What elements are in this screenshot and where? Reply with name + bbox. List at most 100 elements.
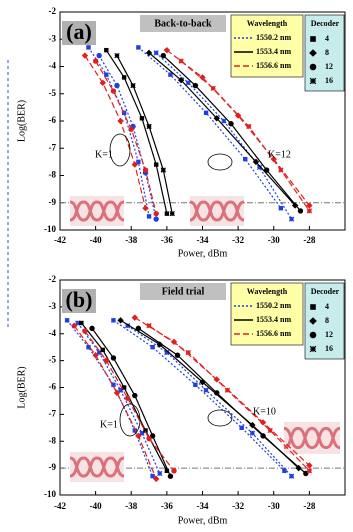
y-tick-label: -6 — [49, 115, 57, 125]
annotation-ellipse — [208, 410, 232, 426]
marker-square — [79, 321, 83, 325]
panel-label: (b) — [66, 287, 93, 312]
y-tick-label: -5 — [49, 355, 57, 365]
marker-circle — [228, 121, 233, 126]
marker-circle — [193, 83, 198, 88]
marker-square — [122, 75, 126, 79]
legend-label: 4 — [325, 34, 329, 43]
y-tick-label: -2 — [49, 6, 57, 16]
legend-label: 12 — [325, 330, 333, 339]
y-tick-label: -5 — [49, 88, 57, 98]
y-tick-label: -10 — [44, 224, 56, 234]
marker-star — [310, 346, 316, 352]
marker-circle — [175, 353, 180, 358]
marker-square — [193, 383, 197, 387]
annotation: K=12 — [268, 149, 291, 160]
marker-circle — [132, 393, 137, 398]
marker-circle — [89, 326, 94, 331]
marker-square — [104, 72, 108, 76]
legend-label: 1556.6 nm — [256, 329, 291, 338]
marker-square — [282, 469, 286, 473]
marker-circle — [143, 167, 148, 172]
x-tick-label: -28 — [303, 501, 315, 511]
marker-star — [307, 209, 311, 213]
legend-label: 1553.4 nm — [256, 315, 291, 324]
marker-circle — [129, 126, 134, 131]
marker-star — [154, 51, 158, 55]
x-tick-label: -34 — [197, 235, 209, 245]
marker-star — [211, 86, 215, 90]
x-axis-label: Power, dBm — [178, 248, 228, 259]
marker-square — [310, 36, 316, 42]
y-tick-label: -9 — [49, 197, 57, 207]
marker-square — [204, 111, 208, 115]
marker-square — [150, 345, 154, 349]
y-tick-label: -2 — [49, 274, 57, 284]
x-tick-label: -30 — [268, 501, 280, 511]
legend-label: 12 — [325, 62, 333, 71]
legend-label: 1556.6 nm — [256, 61, 291, 70]
y-tick-label: -8 — [49, 170, 57, 180]
marker-circle — [111, 88, 116, 93]
series-line — [85, 56, 146, 209]
legend-label: 1550.2 nm — [256, 33, 291, 42]
marker-star — [307, 469, 311, 473]
y-axis-label: Log(BER) — [16, 100, 27, 142]
annotation: K=1 — [95, 149, 113, 160]
legend-title: Decoder — [311, 287, 340, 296]
series-line — [138, 328, 305, 473]
marker-square — [111, 318, 115, 322]
marker-circle — [171, 468, 176, 473]
legend-label: 1550.2 nm — [256, 301, 291, 310]
marker-circle — [168, 473, 173, 478]
marker-diamond — [117, 118, 123, 124]
x-tick-label: -36 — [161, 235, 173, 245]
marker-square — [104, 48, 108, 52]
marker-star — [186, 81, 190, 85]
x-axis-label: Power, dBm — [178, 515, 228, 526]
x-tick-label: -34 — [197, 501, 209, 511]
annotation: K=1 — [100, 419, 118, 430]
marker-square — [279, 206, 283, 210]
marker-circle — [93, 58, 98, 63]
marker-square — [243, 157, 247, 161]
x-tick-label: -38 — [125, 235, 137, 245]
x-tick-label: -40 — [90, 235, 102, 245]
marker-circle — [310, 332, 317, 339]
marker-star — [247, 124, 251, 128]
marker-star — [289, 474, 293, 478]
chart-title: Back-to-back — [154, 18, 212, 29]
marker-star — [158, 471, 162, 475]
legend-label: 8 — [325, 316, 329, 325]
annotation: K=10 — [253, 406, 276, 417]
x-tick-label: -42 — [54, 501, 66, 511]
marker-circle — [104, 358, 109, 363]
marker-diamond — [117, 317, 123, 323]
marker-star — [170, 211, 174, 215]
marker-square — [140, 116, 144, 120]
marker-square — [101, 348, 105, 352]
figure: -2-3-4-5-6-7-8-9-10-42-40-38-36-34-32-30… — [0, 0, 353, 532]
marker-circle — [146, 436, 151, 441]
marker-star — [222, 119, 226, 123]
marker-circle — [111, 355, 116, 360]
marker-square — [147, 214, 151, 218]
x-tick-label: -36 — [161, 501, 173, 511]
panel-label: (a) — [66, 19, 92, 44]
marker-circle — [153, 211, 158, 216]
marker-square — [86, 345, 90, 349]
legend-label: 16 — [325, 344, 333, 353]
y-tick-label: -6 — [49, 382, 57, 392]
marker-star — [131, 83, 135, 87]
x-tick-label: -40 — [90, 501, 102, 511]
y-tick-label: -7 — [49, 142, 57, 152]
marker-circle — [82, 328, 87, 333]
annotation-ellipse — [110, 134, 130, 166]
marker-square — [154, 162, 158, 166]
x-tick-label: -32 — [232, 235, 244, 245]
marker-circle — [264, 167, 269, 172]
y-tick-label: -9 — [49, 462, 57, 472]
marker-star — [250, 431, 254, 435]
x-tick-label: -38 — [125, 501, 137, 511]
x-tick-label: -42 — [54, 235, 66, 245]
